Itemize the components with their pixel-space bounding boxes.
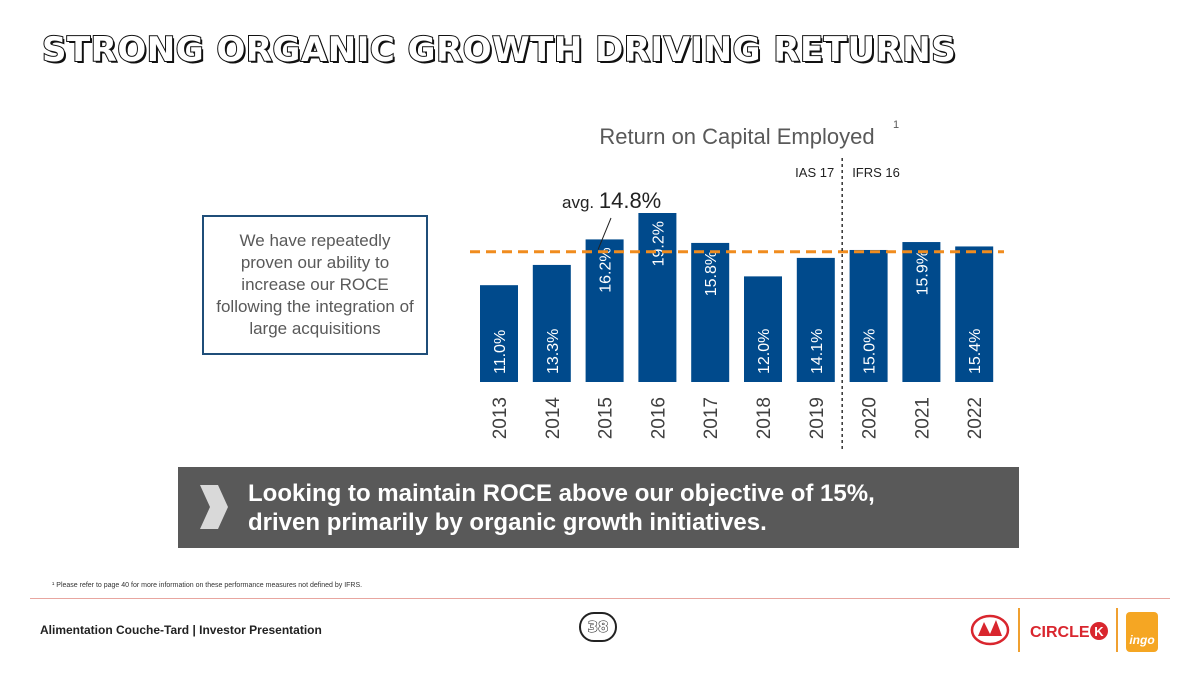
ingo-logo-badge xyxy=(1126,612,1158,652)
banner-text: Looking to maintain ROCE above our objec… xyxy=(248,479,875,537)
logo-divider xyxy=(1018,608,1020,652)
tick-label-2022: 2022 xyxy=(965,397,986,439)
data-label-2013: 11.0% xyxy=(492,330,509,374)
bar-2021 xyxy=(902,242,941,382)
bar-2017 xyxy=(691,242,730,382)
tick-label-2018: 2018 xyxy=(754,397,775,439)
data-label-2018: 12.0% xyxy=(756,329,773,374)
tick-label-2015: 2015 xyxy=(596,397,617,439)
chart-title: Return on Capital Employed xyxy=(599,124,874,149)
roce-chart: Return on Capital Employed 1 11.0% 2013 13… xyxy=(470,119,1004,452)
footer-company: Alimentation Couche-Tard | Investor Pres… xyxy=(40,623,322,637)
data-label-2016: 19.2% xyxy=(650,221,667,266)
tick-label-2014: 2014 xyxy=(543,397,564,440)
objective-banner: Looking to maintain ROCE above our objec… xyxy=(178,467,1019,548)
banner-line-2: driven primarily by organic growth initi… xyxy=(248,509,767,536)
bar-2013 xyxy=(480,285,518,382)
bar-2022 xyxy=(955,246,994,382)
divider-right-label: IFRS 16 xyxy=(852,165,900,180)
tick-label-2020: 2020 xyxy=(860,397,881,439)
footnote: ¹ Please refer to page 40 for more infor… xyxy=(52,582,363,589)
average-pointer xyxy=(597,217,612,250)
bar-2020 xyxy=(849,249,888,382)
data-label-2021: 15.9% xyxy=(914,250,931,295)
banner-line-1: Looking to maintain ROCE above our objec… xyxy=(248,480,875,507)
data-label-2014: 13.3% xyxy=(545,329,562,374)
bar-2014 xyxy=(532,264,571,382)
tick-label-2019: 2019 xyxy=(807,397,828,439)
data-label-2017: 15.8% xyxy=(703,251,720,296)
bar-2015 xyxy=(585,239,624,382)
circle-k-logo: CIRCLE xyxy=(1030,624,1090,641)
slide-title: STRONG ORGANIC GROWTH DRIVING RETURNS xyxy=(41,29,957,71)
callout-text: We have repeatedly proven our ability to… xyxy=(216,231,414,338)
data-label-2019: 14.1% xyxy=(809,329,826,374)
callout-box: We have repeatedly proven our ability to… xyxy=(202,215,428,355)
data-label-2022: 15.4% xyxy=(967,329,984,374)
bar-2016 xyxy=(638,213,677,382)
footer-divider xyxy=(30,598,1170,599)
circle-k-letter: K xyxy=(1094,624,1104,639)
chevron-right-icon xyxy=(200,485,228,529)
data-label-2020: 15.0% xyxy=(862,329,879,374)
divider-left-label: IAS 17 xyxy=(795,165,834,180)
circle-k-mark xyxy=(1090,622,1108,640)
chart-title-superscript: 1 xyxy=(893,119,899,131)
tick-label-2021: 2021 xyxy=(912,397,933,439)
data-label-2015: 16.2% xyxy=(598,247,615,292)
couche-tard-logo-icon xyxy=(970,614,1010,646)
tick-label-2016: 2016 xyxy=(648,397,669,439)
logo-divider-2 xyxy=(1116,608,1118,652)
tick-label-2017: 2017 xyxy=(701,397,722,439)
bar-2018 xyxy=(744,276,782,382)
ingo-logo: ingo xyxy=(1129,633,1154,647)
bar-2019 xyxy=(796,257,835,382)
brand-logos: CIRCLE K ingo xyxy=(970,608,1158,652)
page-number: 38 xyxy=(579,612,617,642)
average-label: avg. 14.8% xyxy=(562,188,661,213)
tick-label-2013: 2013 xyxy=(490,397,511,439)
